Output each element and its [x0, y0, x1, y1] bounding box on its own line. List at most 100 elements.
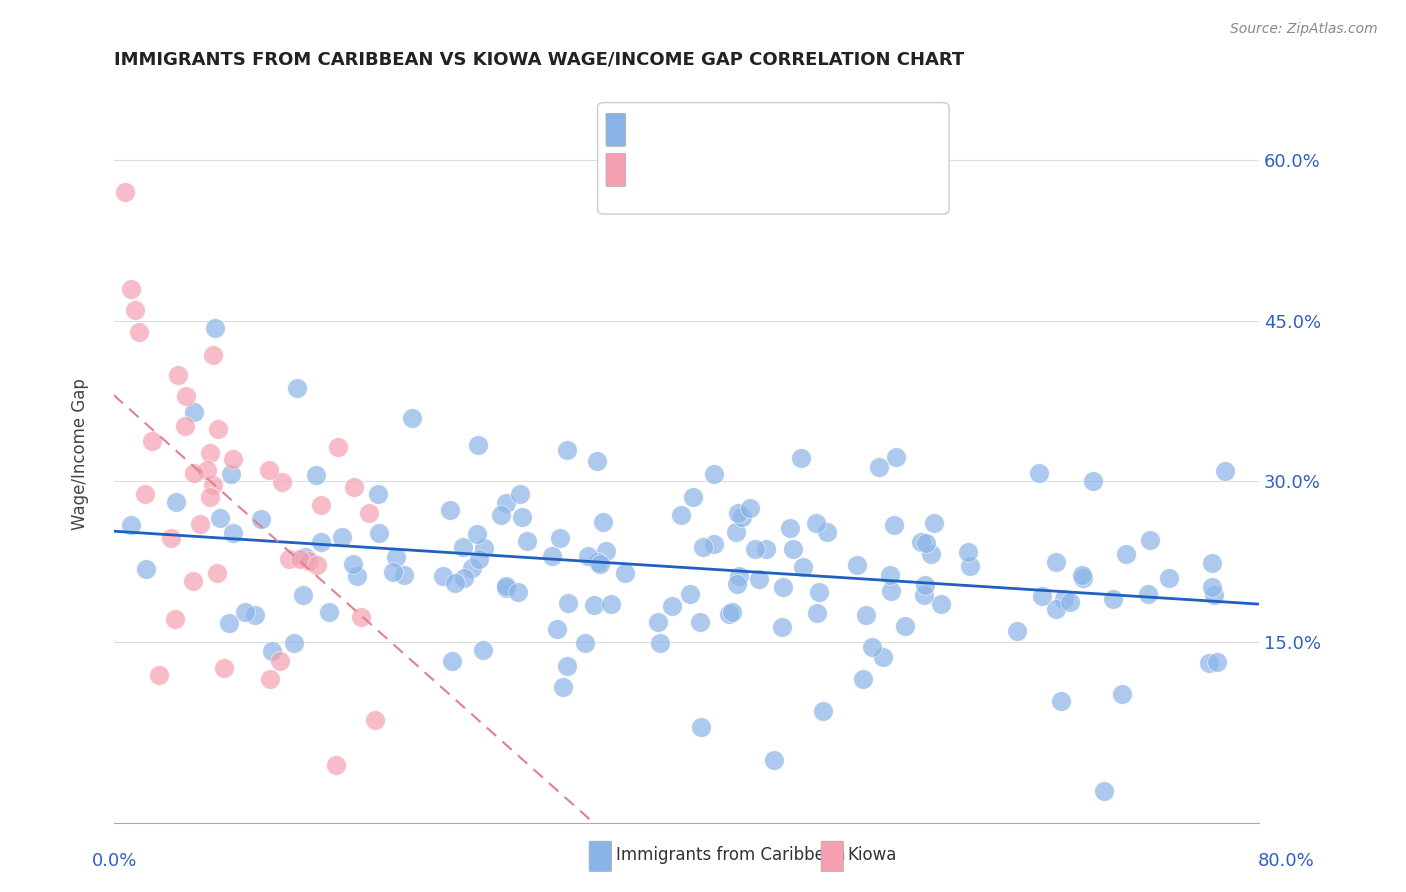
- Kiowa: [325, 758, 347, 772]
- Immigrants from Caribbean: [1204, 588, 1226, 602]
- Immigrants from Caribbean: [879, 583, 901, 598]
- Kiowa: [181, 574, 204, 589]
- Kiowa: [221, 451, 243, 466]
- Immigrants from Caribbean: [586, 454, 609, 468]
- Kiowa: [160, 531, 183, 545]
- Immigrants from Caribbean: [647, 615, 669, 629]
- Immigrants from Caribbean: [439, 503, 461, 517]
- Kiowa: [128, 325, 150, 339]
- Immigrants from Caribbean: [748, 572, 770, 586]
- Kiowa: [259, 672, 281, 686]
- Kiowa: [343, 480, 366, 494]
- Immigrants from Caribbean: [872, 649, 894, 664]
- Kiowa: [198, 490, 221, 504]
- Kiowa: [205, 566, 228, 581]
- Immigrants from Caribbean: [868, 460, 890, 475]
- Immigrants from Caribbean: [1071, 571, 1094, 585]
- Immigrants from Caribbean: [855, 608, 877, 623]
- Immigrants from Caribbean: [451, 540, 474, 554]
- Immigrants from Caribbean: [1201, 556, 1223, 570]
- Kiowa: [307, 558, 329, 573]
- Immigrants from Caribbean: [669, 508, 692, 522]
- Immigrants from Caribbean: [613, 566, 636, 581]
- Kiowa: [277, 551, 299, 566]
- Immigrants from Caribbean: [586, 555, 609, 569]
- Immigrants from Caribbean: [557, 596, 579, 610]
- Immigrants from Caribbean: [1045, 555, 1067, 569]
- Kiowa: [270, 475, 292, 489]
- Immigrants from Caribbean: [292, 588, 315, 602]
- Kiowa: [202, 348, 225, 362]
- Immigrants from Caribbean: [1031, 590, 1053, 604]
- Text: -0.162: -0.162: [668, 120, 727, 138]
- Immigrants from Caribbean: [368, 525, 391, 540]
- Immigrants from Caribbean: [782, 541, 804, 556]
- Text: N =: N =: [752, 161, 789, 178]
- Immigrants from Caribbean: [727, 507, 749, 521]
- Kiowa: [328, 440, 350, 454]
- Immigrants from Caribbean: [762, 753, 785, 767]
- Text: 144: 144: [794, 120, 830, 138]
- Text: 0.0%: 0.0%: [91, 852, 136, 870]
- Kiowa: [148, 668, 170, 682]
- Immigrants from Caribbean: [589, 557, 612, 571]
- Immigrants from Caribbean: [440, 654, 463, 668]
- Immigrants from Caribbean: [245, 607, 267, 622]
- Immigrants from Caribbean: [894, 618, 917, 632]
- Immigrants from Caribbean: [1045, 602, 1067, 616]
- Immigrants from Caribbean: [541, 549, 564, 563]
- Immigrants from Caribbean: [208, 511, 231, 525]
- Immigrants from Caribbean: [690, 720, 713, 734]
- Immigrants from Caribbean: [285, 381, 308, 395]
- Kiowa: [120, 282, 142, 296]
- Immigrants from Caribbean: [879, 568, 901, 582]
- Immigrants from Caribbean: [852, 673, 875, 687]
- Immigrants from Caribbean: [495, 581, 517, 595]
- Immigrants from Caribbean: [846, 558, 869, 572]
- Immigrants from Caribbean: [250, 512, 273, 526]
- Immigrants from Caribbean: [489, 508, 512, 522]
- Kiowa: [198, 446, 221, 460]
- Immigrants from Caribbean: [318, 606, 340, 620]
- Kiowa: [257, 463, 280, 477]
- Immigrants from Caribbean: [738, 500, 761, 515]
- Immigrants from Caribbean: [309, 534, 332, 549]
- Immigrants from Caribbean: [165, 495, 187, 509]
- Immigrants from Caribbean: [883, 518, 905, 533]
- Immigrants from Caribbean: [682, 490, 704, 504]
- Immigrants from Caribbean: [468, 551, 491, 566]
- Immigrants from Caribbean: [1092, 784, 1115, 798]
- Kiowa: [298, 554, 321, 568]
- Text: 35: 35: [794, 161, 817, 178]
- Kiowa: [166, 368, 188, 382]
- Immigrants from Caribbean: [432, 569, 454, 583]
- Immigrants from Caribbean: [262, 644, 284, 658]
- Immigrants from Caribbean: [689, 615, 711, 630]
- Immigrants from Caribbean: [204, 321, 226, 335]
- Immigrants from Caribbean: [914, 578, 936, 592]
- Immigrants from Caribbean: [555, 659, 578, 673]
- Immigrants from Caribbean: [929, 597, 952, 611]
- Immigrants from Caribbean: [860, 640, 883, 654]
- Immigrants from Caribbean: [401, 410, 423, 425]
- Kiowa: [124, 303, 146, 318]
- Immigrants from Caribbean: [342, 558, 364, 572]
- Immigrants from Caribbean: [884, 450, 907, 464]
- Kiowa: [350, 609, 373, 624]
- Immigrants from Caribbean: [346, 569, 368, 583]
- Immigrants from Caribbean: [508, 584, 530, 599]
- Immigrants from Caribbean: [770, 620, 793, 634]
- Immigrants from Caribbean: [692, 540, 714, 554]
- Kiowa: [134, 487, 156, 501]
- Text: Immigrants from Caribbean: Immigrants from Caribbean: [616, 847, 845, 864]
- Kiowa: [173, 419, 195, 434]
- Immigrants from Caribbean: [1071, 568, 1094, 582]
- Immigrants from Caribbean: [548, 531, 571, 545]
- Kiowa: [269, 654, 291, 668]
- Immigrants from Caribbean: [600, 597, 623, 611]
- Immigrants from Caribbean: [218, 615, 240, 630]
- Immigrants from Caribbean: [728, 568, 751, 582]
- Immigrants from Caribbean: [1111, 687, 1133, 701]
- Kiowa: [165, 612, 187, 626]
- Immigrants from Caribbean: [183, 405, 205, 419]
